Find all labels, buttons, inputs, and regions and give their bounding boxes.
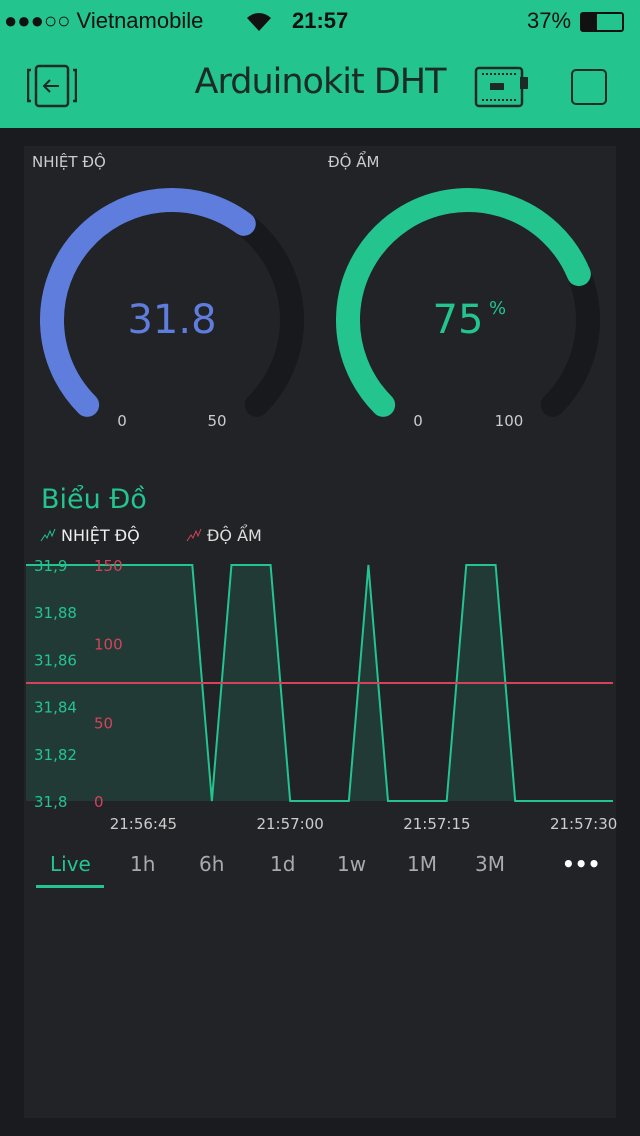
legend-temperature[interactable]: NHIỆT ĐỘ [61,526,140,545]
gauge-max: 100 [495,412,524,430]
time-range-tabs: Live 1h 6h 1d 1w 1M 3M ••• [24,852,616,892]
y-tick-temperature: 31,84 [34,699,77,717]
dashboard-panel [24,146,616,1118]
y-tick-temperature: 31,82 [34,746,77,764]
gauge-min: 0 [117,412,127,430]
y-tick-temperature: 31,8 [34,793,67,811]
y-tick-temperature: 31,9 [34,557,67,575]
legend-temp-icon [40,528,56,542]
gauge-value: 75 [433,297,484,343]
gauge-label-temperature: NHIỆT ĐỘ [32,153,106,171]
gauge-unit: % [489,298,506,319]
gauge-min: 0 [413,412,423,430]
y-tick-temperature: 31,88 [34,604,77,622]
board-icon[interactable] [474,66,530,108]
y-tick-temperature: 31,86 [34,651,77,669]
tab-3M[interactable]: 3M [475,852,505,876]
clock: 21:57 [292,8,349,33]
gauge-fill [336,188,591,417]
tab-6h[interactable]: 6h [199,852,225,876]
exit-icon[interactable] [27,64,77,108]
gauge-label-humidity: ĐỘ ẨM [328,153,380,171]
x-tick: 21:57:15 [403,815,470,833]
tab-live[interactable]: Live [50,852,91,876]
legend-humidity[interactable]: ĐỘ ẨM [207,526,262,545]
gauge-value: 31.8 [127,297,216,343]
humidity-gauge: 75 % 0 100 [336,188,600,430]
status-bar: ●●●○○ Vietnamobile 21:57 37% [0,6,640,36]
battery-icon [580,12,624,32]
x-tick: 21:57:30 [550,815,617,833]
page-title: Arduinokit DHT [194,62,447,102]
x-tick: 21:57:00 [256,815,323,833]
wifi-icon [247,13,271,31]
battery-percent: 37% [527,8,572,33]
x-tick: 21:56:45 [110,815,177,833]
y-tick-humidity: 0 [94,793,104,811]
carrier: ●●●○○ Vietnamobile [4,8,204,33]
gauge-max: 50 [207,412,226,430]
legend-humidity-icon [186,528,202,542]
y-tick-humidity: 50 [94,714,113,732]
tab-1h[interactable]: 1h [130,852,156,876]
gauge-fill [40,188,256,417]
app-header: ●●●○○ Vietnamobile 21:57 37% Arduinokit … [0,0,640,128]
y-tick-humidity: 100 [94,636,123,654]
tab-1d[interactable]: 1d [270,852,296,876]
more-button[interactable]: ••• [562,852,601,876]
y-tick-humidity: 150 [94,557,123,575]
tab-1w[interactable]: 1w [337,852,367,876]
temperature-area [26,565,613,801]
square-icon[interactable] [571,69,607,105]
chart-title: Biểu Đồ [41,484,147,515]
tab-1M[interactable]: 1M [407,852,437,876]
active-tab-indicator [36,885,104,888]
temperature-gauge: 31.8 0 50 [40,188,304,430]
